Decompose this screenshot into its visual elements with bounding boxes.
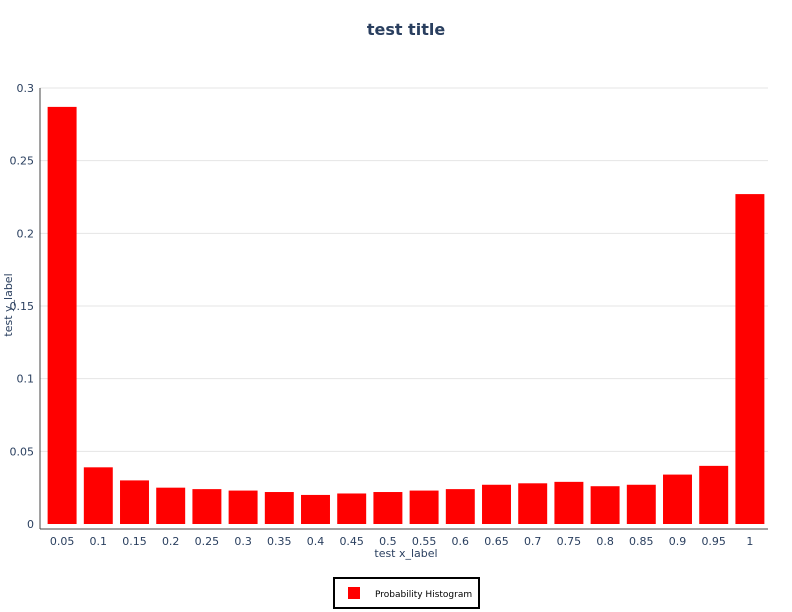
grid-lines bbox=[40, 87, 768, 452]
x-tick-label: 0.05 bbox=[50, 535, 75, 548]
bar[interactable] bbox=[554, 481, 584, 524]
bar[interactable] bbox=[192, 489, 222, 524]
bar[interactable] bbox=[47, 106, 77, 524]
bar[interactable] bbox=[699, 465, 729, 524]
x-tick-label: 0.95 bbox=[701, 535, 726, 548]
y-tick-label: 0.1 bbox=[17, 373, 35, 386]
bar[interactable] bbox=[83, 467, 113, 524]
y-axis-title: test y_label bbox=[2, 273, 15, 336]
bar[interactable] bbox=[445, 489, 475, 524]
x-axis-title: test x_label bbox=[374, 547, 437, 560]
x-tick-label: 0.8 bbox=[596, 535, 614, 548]
legend-swatch bbox=[348, 587, 360, 599]
x-tick-label: 0.4 bbox=[307, 535, 325, 548]
x-tick-label: 1 bbox=[746, 535, 753, 548]
x-tick-label: 0.55 bbox=[412, 535, 437, 548]
x-tick-label: 0.15 bbox=[122, 535, 147, 548]
bar[interactable] bbox=[228, 490, 258, 524]
y-tick-label: 0.3 bbox=[17, 82, 35, 95]
y-tick-label: 0.05 bbox=[10, 445, 35, 458]
bar[interactable] bbox=[264, 492, 294, 524]
x-tick-label: 0.65 bbox=[484, 535, 509, 548]
y-tick-label: 0.2 bbox=[17, 227, 35, 240]
bar[interactable] bbox=[735, 194, 765, 525]
axes bbox=[39, 88, 768, 530]
x-tick-label: 0.1 bbox=[90, 535, 108, 548]
bars bbox=[47, 106, 765, 525]
y-tick-labels: 0 0.05 0.1 0.15 0.2 0.25 0.3 bbox=[10, 82, 35, 531]
x-tick-label: 0.35 bbox=[267, 535, 292, 548]
legend[interactable]: Probability Histogram bbox=[333, 577, 480, 609]
bar[interactable] bbox=[663, 474, 692, 524]
x-tick-label: 0.6 bbox=[452, 535, 470, 548]
bar[interactable] bbox=[518, 483, 548, 524]
bar[interactable] bbox=[337, 493, 367, 524]
x-tick-label: 0.25 bbox=[195, 535, 220, 548]
x-tick-label: 0.3 bbox=[234, 535, 252, 548]
x-tick-label: 0.9 bbox=[669, 535, 687, 548]
bar[interactable] bbox=[590, 486, 620, 524]
bar[interactable] bbox=[626, 484, 656, 524]
y-tick-label: 0.15 bbox=[10, 300, 35, 313]
y-tick-label: 0 bbox=[27, 518, 34, 531]
bar[interactable] bbox=[409, 490, 439, 524]
bar[interactable] bbox=[156, 487, 186, 524]
x-tick-label: 0.2 bbox=[162, 535, 180, 548]
bar[interactable] bbox=[301, 494, 330, 524]
x-tick-label: 0.45 bbox=[339, 535, 364, 548]
x-tick-label: 0.85 bbox=[629, 535, 654, 548]
x-tick-label: 0.75 bbox=[557, 535, 582, 548]
bar[interactable] bbox=[482, 484, 511, 524]
x-tick-label: 0.7 bbox=[524, 535, 542, 548]
x-tick-labels: 0.05 0.1 0.15 0.2 0.25 0.3 0.35 0.4 0.45 0.5 0.55 0… bbox=[50, 535, 754, 548]
bar[interactable] bbox=[373, 492, 403, 524]
legend-label: Probability Histogram bbox=[375, 590, 472, 600]
x-tick-label: 0.5 bbox=[379, 535, 397, 548]
bar[interactable] bbox=[120, 480, 149, 524]
y-tick-label: 0.25 bbox=[10, 155, 35, 168]
chart-title: test title bbox=[367, 20, 446, 39]
